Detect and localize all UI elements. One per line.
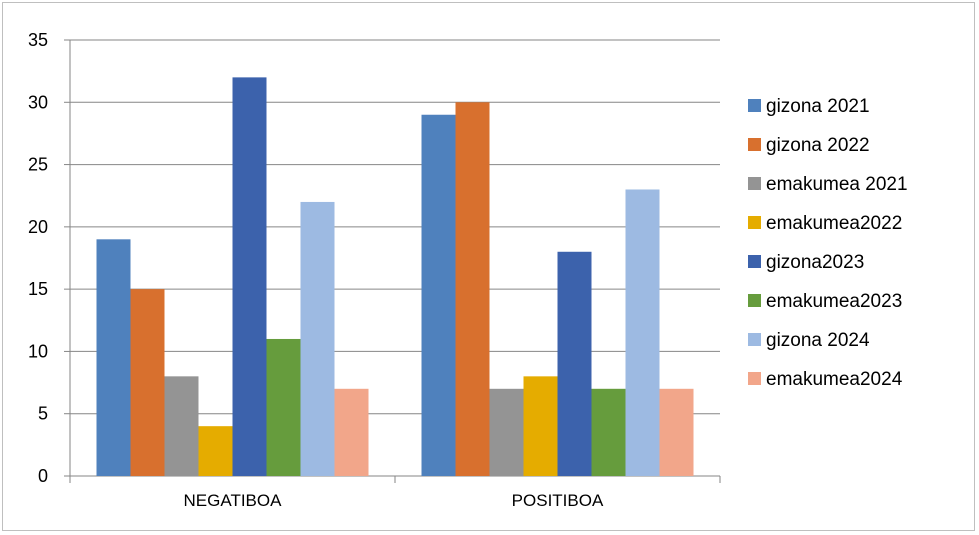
y-tick-label: 15 [28, 279, 48, 299]
bar-positiboa-7 [659, 388, 694, 476]
bar-positiboa-4 [557, 251, 592, 476]
y-tick-label: 25 [28, 155, 48, 175]
legend-swatch [748, 255, 761, 268]
legend-swatch [748, 216, 761, 229]
legend-label: gizona2023 [766, 252, 864, 273]
bar-negatiboa-1 [130, 289, 165, 476]
y-tick-label: 0 [38, 466, 48, 486]
bar-negatiboa-6 [300, 201, 335, 476]
y-tick-label: 35 [28, 30, 48, 50]
legend-label: emakumea 2021 [766, 174, 908, 195]
legend-label: emakumea2022 [766, 213, 902, 234]
legend-label: emakumea2024 [766, 369, 903, 390]
legend-swatch [748, 333, 761, 346]
bar-positiboa-2 [489, 388, 524, 476]
y-tick-label: 10 [28, 341, 48, 361]
x-category-label: NEGATIBOA [184, 491, 283, 510]
y-tick-label: 20 [28, 217, 48, 237]
bar-negatiboa-2 [164, 376, 199, 476]
x-category-label: POSITIBOA [512, 491, 604, 510]
legend-swatch [748, 99, 761, 112]
bar-positiboa-0 [421, 114, 456, 476]
bar-positiboa-3 [523, 376, 558, 476]
bar-positiboa-6 [625, 189, 660, 476]
bar-positiboa-5 [591, 388, 626, 476]
y-tick-label: 5 [38, 404, 48, 424]
bar-negatiboa-5 [266, 338, 301, 476]
legend-label: emakumea2023 [766, 291, 902, 312]
y-tick-label: 30 [28, 92, 48, 112]
bar-negatiboa-0 [96, 239, 131, 476]
legend-label: gizona 2021 [766, 96, 870, 117]
legend-swatch [748, 294, 761, 307]
legend-swatch [748, 138, 761, 151]
legend-swatch [748, 372, 761, 385]
bar-negatiboa-3 [198, 426, 233, 476]
legend-label: gizona 2022 [766, 135, 870, 156]
bar-negatiboa-7 [334, 388, 369, 476]
bar-positiboa-1 [455, 102, 490, 477]
legend-label: gizona 2024 [766, 330, 870, 351]
bar-negatiboa-4 [232, 77, 267, 476]
legend-swatch [748, 177, 761, 190]
